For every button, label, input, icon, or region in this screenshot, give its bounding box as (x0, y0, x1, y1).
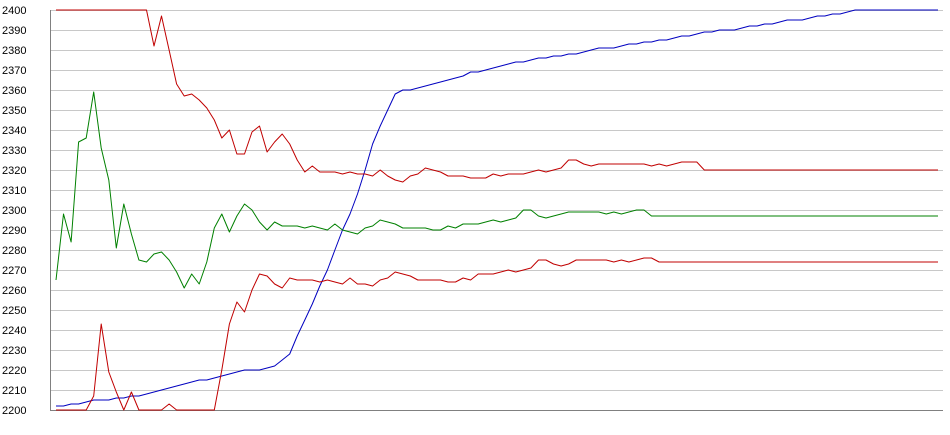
y-tick-label-2360: 2360 (2, 85, 26, 97)
y-tick-label-2330: 2330 (2, 145, 26, 157)
y-tick-label-2400: 2400 (2, 5, 26, 17)
series-line-3 (55, 91, 938, 289)
y-tick-label-2240: 2240 (2, 325, 26, 337)
y-tick-label-2250: 2250 (2, 305, 26, 317)
y-tick-label-2290: 2290 (2, 225, 26, 237)
y-tick-label-2340: 2340 (2, 125, 26, 137)
y-tick-label-2260: 2260 (2, 285, 26, 297)
y-tick-label-2210: 2210 (2, 385, 26, 397)
series-line-2 (56, 9, 938, 183)
y-tick-label-2380: 2380 (2, 45, 26, 57)
series-line-4 (56, 257, 938, 411)
y-tick-label-2200: 2200 (2, 405, 26, 417)
y-tick-label-2350: 2350 (2, 105, 26, 117)
y-tick-label-2280: 2280 (2, 245, 26, 257)
y-tick-label-2390: 2390 (2, 25, 26, 37)
y-tick-labels: 2200 2210 2220 2230 2240 2250 2260 2270 2280 2290… (2, 5, 26, 417)
series-layer (55, 9, 938, 411)
y-tick-label-2230: 2230 (2, 345, 26, 357)
y-tick-label-2300: 2300 (2, 205, 26, 217)
y-tick-label-2370: 2370 (2, 65, 26, 77)
y-tick-label-2220: 2220 (2, 365, 26, 377)
y-tick-label-2310: 2310 (2, 185, 26, 197)
grid-layer (50, 10, 943, 411)
y-tick-label-2270: 2270 (2, 265, 26, 277)
y-tick-label-2320: 2320 (2, 165, 26, 177)
series-line-1 (56, 9, 938, 407)
